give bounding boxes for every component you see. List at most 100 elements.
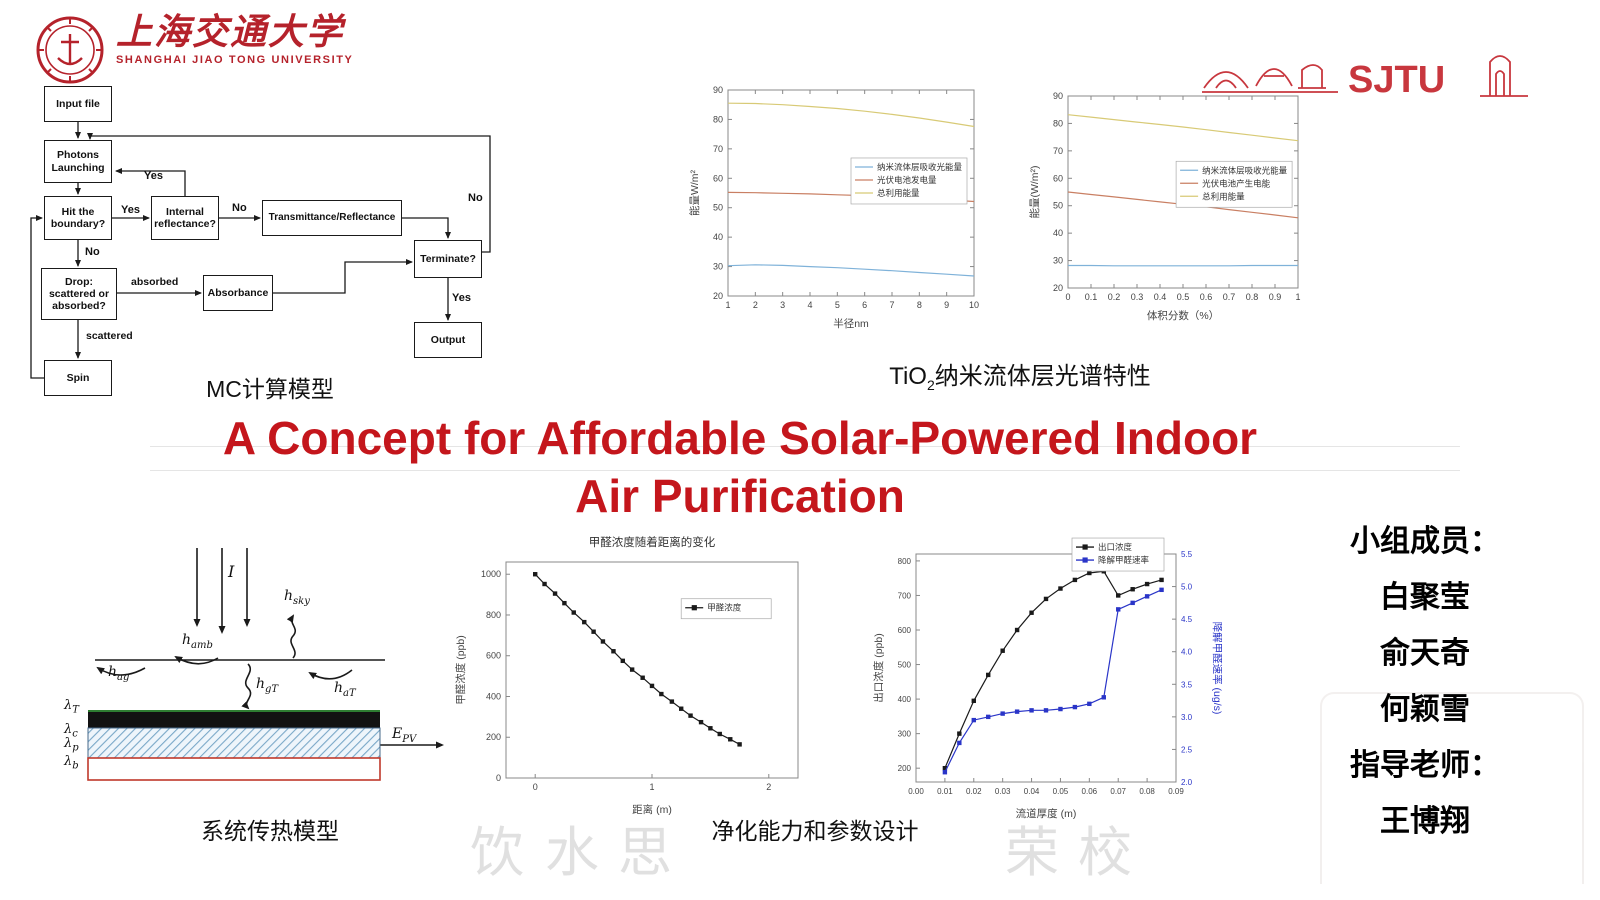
- flowchart-edge-label-no: No: [85, 246, 100, 258]
- flowchart-node-output: Output: [414, 322, 482, 358]
- svg-text:甲醛浓度随着距离的变化: 甲醛浓度随着距离的变化: [589, 535, 716, 549]
- svg-text:距离 (m): 距离 (m): [632, 803, 672, 816]
- svg-text:800: 800: [486, 610, 501, 620]
- svg-text:0.01: 0.01: [937, 787, 953, 796]
- svg-text:2.5: 2.5: [1181, 745, 1193, 754]
- h-ag-label: hag: [108, 664, 130, 683]
- svg-text:0.8: 0.8: [1246, 292, 1259, 302]
- svg-text:0.03: 0.03: [995, 787, 1011, 796]
- svg-text:甲醛浓度: 甲醛浓度: [707, 603, 742, 613]
- svg-text:8: 8: [917, 300, 922, 310]
- svg-text:400: 400: [898, 695, 912, 704]
- svg-text:50: 50: [713, 203, 723, 213]
- flowchart-node-transmittance: Transmittance/Reflectance: [262, 200, 402, 236]
- svg-text:体积分数（%）: 体积分数（%）: [1147, 309, 1219, 322]
- flowchart-node-absorbance: Absorbance: [203, 275, 273, 311]
- svg-text:0: 0: [1065, 292, 1070, 302]
- svg-text:30: 30: [1053, 256, 1063, 266]
- flowchart-edge-label-no: No: [468, 192, 483, 204]
- svg-text:70: 70: [713, 144, 723, 154]
- flowchart-edge-label-yes: Yes: [452, 292, 471, 304]
- page-title-line2: Air Purification: [575, 469, 905, 522]
- flowchart-node-photons-launching: Photons Launching: [44, 140, 112, 183]
- svg-text:1: 1: [1295, 292, 1300, 302]
- flowchart-node-drop: Drop: scattered or absorbed?: [41, 268, 117, 320]
- flowchart-edge-label-yes: Yes: [144, 170, 163, 182]
- flowchart-node-terminate: Terminate?: [414, 240, 482, 278]
- svg-text:2: 2: [753, 300, 758, 310]
- svg-text:6: 6: [862, 300, 867, 310]
- advisor-name: 王博翔: [1380, 805, 1470, 838]
- sjtu-skyline-logo: SJTU: [1202, 55, 1528, 101]
- flowchart-caption: MC计算模型: [206, 376, 334, 402]
- svg-text:甲醛浓度 (ppb): 甲醛浓度 (ppb): [454, 635, 467, 704]
- chart-outlet-vs-channel-thickness: 0.00 0.01 0.02 0.03 0.04 0.05 0.06 0.07 0.08 0.09…: [872, 537, 1222, 820]
- flowchart-node-internal-reflectance: Internal reflectance?: [151, 196, 219, 240]
- svg-text:0.00: 0.00: [908, 787, 924, 796]
- svg-text:90: 90: [713, 85, 723, 95]
- svg-text:1000: 1000: [481, 569, 501, 579]
- svg-text:能量W/m²: 能量W/m²: [688, 169, 701, 216]
- svg-text:流道厚度 (m): 流道厚度 (m): [1016, 807, 1077, 820]
- svg-text:40: 40: [713, 232, 723, 242]
- svg-text:5.5: 5.5: [1181, 550, 1193, 559]
- svg-text:0.02: 0.02: [966, 787, 982, 796]
- svg-text:20: 20: [713, 291, 723, 301]
- watermark-char: 荣: [1005, 821, 1059, 884]
- irradiance-label: I: [228, 562, 235, 581]
- member-name: 何颖雪: [1380, 693, 1470, 726]
- svg-text:90: 90: [1053, 91, 1063, 101]
- svg-text:0.1: 0.1: [1085, 292, 1098, 302]
- page-title-line1: A Concept for Affordable Solar-Powered I…: [222, 412, 1258, 464]
- purification-caption: 净化能力和参数设计: [711, 818, 919, 844]
- svg-text:60: 60: [1053, 173, 1063, 183]
- heat-transfer-diagram: I hsky hamb hag hgT haT λT λc λp λb EPV: [60, 540, 480, 815]
- svg-text:降解甲醛速率: 降解甲醛速率: [1098, 555, 1150, 565]
- svg-text:80: 80: [713, 114, 723, 124]
- members-group-label: 小组成员：: [1350, 525, 1500, 558]
- svg-text:20: 20: [1053, 283, 1063, 293]
- chart-spectral-vs-volume-fraction: 0 0.1 0.2 0.3 0.4 0.5 0.6 0.7 0.8 0.9 1 20 30 40 50 60 7…: [1028, 91, 1301, 322]
- svg-text:0: 0: [533, 782, 538, 792]
- sjtu-skyline-text: SJTU: [1348, 59, 1445, 101]
- svg-text:0.4: 0.4: [1154, 292, 1167, 302]
- member-name: 俞天奇: [1380, 637, 1470, 670]
- svg-text:30: 30: [713, 262, 723, 272]
- flowchart-node-spin: Spin: [44, 360, 112, 396]
- svg-text:总利用能量: 总利用能量: [1202, 191, 1245, 201]
- h-sky-label: hsky: [284, 588, 310, 607]
- svg-text:纳米流体层吸收光能量: 纳米流体层吸收光能量: [877, 162, 963, 172]
- svg-text:降解甲醛速率 (ug/s): 降解甲醛速率 (ug/s): [1211, 622, 1222, 715]
- flowchart-edge-label-scattered: scattered: [86, 330, 133, 342]
- university-emblem-icon: [36, 16, 104, 84]
- member-name: 白聚莹: [1380, 581, 1470, 614]
- lambda-b-label: λb: [64, 754, 79, 772]
- svg-text:0.07: 0.07: [1110, 787, 1126, 796]
- university-name-cn: 上海交通大学: [116, 11, 345, 53]
- svg-text:5.0: 5.0: [1181, 583, 1193, 592]
- svg-text:0.9: 0.9: [1269, 292, 1282, 302]
- svg-text:200: 200: [898, 764, 912, 773]
- svg-text:40: 40: [1053, 228, 1063, 238]
- svg-text:50: 50: [1053, 201, 1063, 211]
- svg-text:600: 600: [898, 626, 912, 635]
- svg-text:4.5: 4.5: [1181, 615, 1193, 624]
- svg-text:0.05: 0.05: [1053, 787, 1069, 796]
- lambda-T-label: λT: [64, 698, 79, 716]
- svg-text:400: 400: [486, 691, 501, 701]
- svg-text:1: 1: [649, 782, 654, 792]
- svg-text:0.08: 0.08: [1139, 787, 1155, 796]
- spectral-caption: TiO2纳米流体层光谱特性: [840, 356, 1200, 393]
- page-title: A Concept for Affordable Solar-Powered I…: [140, 410, 1340, 526]
- watermark-char: 饮: [470, 821, 524, 884]
- svg-text:3.0: 3.0: [1181, 713, 1193, 722]
- svg-text:3: 3: [780, 300, 785, 310]
- E-PV-label: EPV: [392, 726, 417, 745]
- svg-text:80: 80: [1053, 118, 1063, 128]
- flowchart-node-hit-boundary: Hit the boundary?: [44, 196, 112, 240]
- university-logo: 上海交通大学 SHANGHAI JIAO TONG UNIVERSITY: [34, 14, 354, 86]
- h-aT-label: haT: [334, 680, 356, 699]
- svg-text:3.5: 3.5: [1181, 680, 1193, 689]
- svg-text:0.2: 0.2: [1108, 292, 1121, 302]
- svg-text:300: 300: [898, 730, 912, 739]
